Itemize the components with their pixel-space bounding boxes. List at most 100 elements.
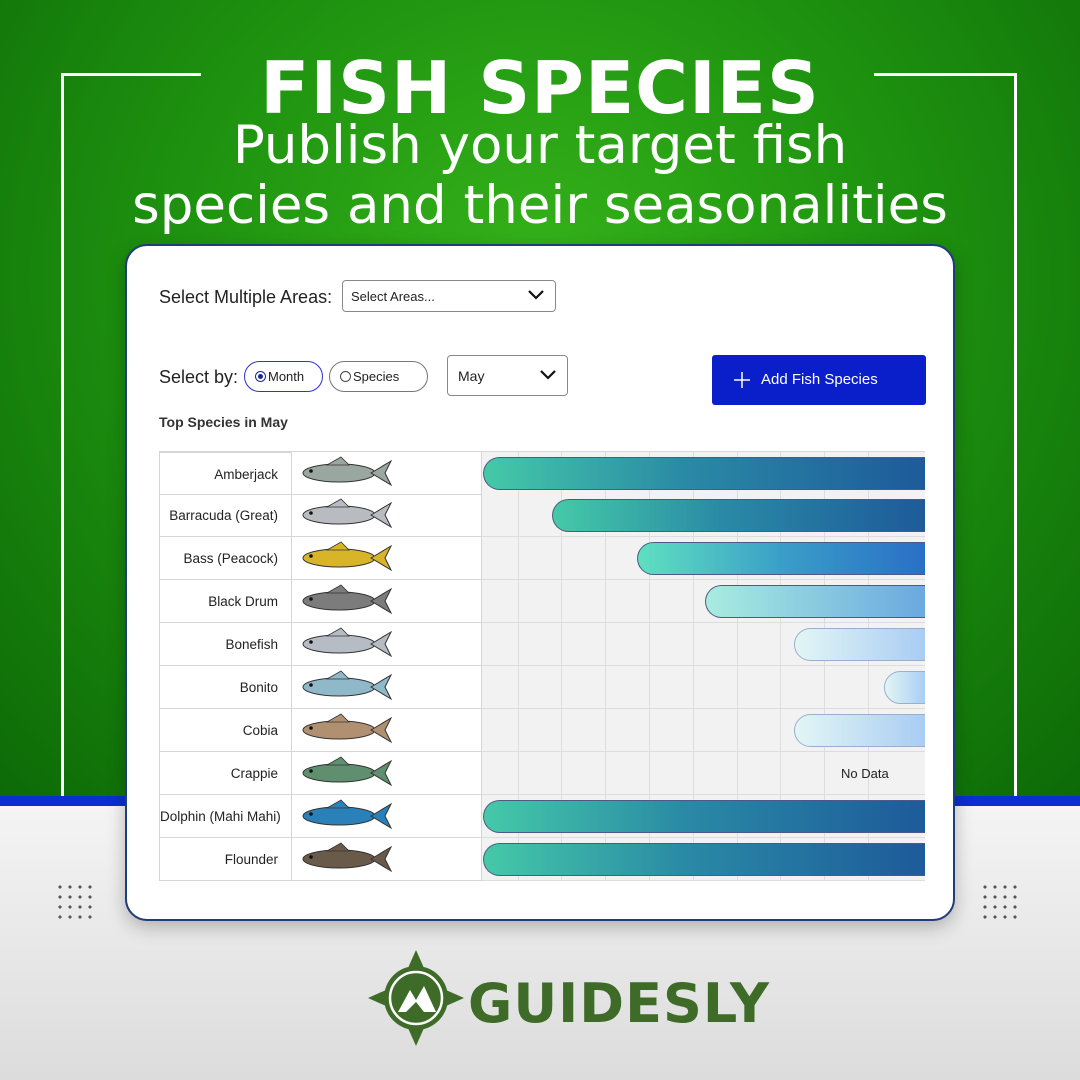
species-name: Bass (Peacock) — [159, 537, 292, 580]
grid-line — [649, 666, 650, 708]
table-row: Flounder — [159, 838, 925, 881]
cobia-fish-icon — [302, 713, 393, 744]
grid-line — [518, 494, 519, 536]
grid-line — [561, 623, 562, 665]
frame-left — [61, 73, 201, 796]
grid-line — [561, 666, 562, 708]
grid-line — [693, 666, 694, 708]
areas-select[interactable]: Select Areas... — [342, 280, 556, 312]
grid-line — [518, 580, 519, 622]
brand-name: GUIDESLY — [468, 972, 770, 1035]
grid-line — [693, 623, 694, 665]
grid-line — [561, 709, 562, 751]
grid-line — [605, 709, 606, 751]
month-radio-option[interactable]: Month — [244, 361, 323, 392]
chevron-down-icon — [540, 370, 556, 380]
grid-line — [561, 537, 562, 579]
season-chart-cell — [482, 537, 925, 580]
species-image-cell — [291, 452, 482, 495]
table-row: Barracuda (Great) — [159, 494, 925, 537]
frame-right — [874, 73, 1017, 796]
season-bar — [637, 542, 925, 575]
add-fish-species-button[interactable]: Add Fish Species — [712, 355, 926, 405]
areas-placeholder: Select Areas... — [351, 289, 435, 304]
season-chart-cell — [482, 666, 925, 709]
season-bar — [794, 628, 925, 661]
crappie-fish-icon — [302, 756, 393, 787]
grid-line — [649, 580, 650, 622]
grid-line — [824, 666, 825, 708]
species-name: Cobia — [159, 709, 292, 752]
black-drum-fish-icon — [302, 584, 393, 615]
month-select[interactable]: May — [447, 355, 568, 396]
species-table: Amberjack Barracuda (Great) Bass (Peacock)… — [159, 451, 925, 882]
subtitle-line-2: species and their seasonalities — [132, 175, 948, 236]
species-option-label: Species — [353, 369, 400, 384]
species-image-cell — [291, 709, 482, 752]
species-name: Flounder — [159, 838, 292, 881]
season-bar — [705, 585, 925, 618]
season-bar — [552, 499, 925, 532]
amberjack-fish-icon — [302, 456, 393, 487]
grid-line — [561, 752, 562, 794]
month-option-label: Month — [268, 369, 305, 384]
grid-line — [518, 623, 519, 665]
season-chart-cell — [482, 838, 925, 881]
grid-line — [605, 623, 606, 665]
grid-line — [868, 666, 869, 708]
areas-label: Select Multiple Areas: — [159, 287, 333, 307]
species-image-cell — [291, 494, 482, 537]
season-bar — [483, 800, 925, 833]
chevron-down-icon — [528, 290, 544, 300]
grid-line — [693, 580, 694, 622]
page-title: FISH SPECIES — [260, 46, 820, 130]
grid-line — [737, 666, 738, 708]
species-name: Dolphin (Mahi Mahi) — [159, 795, 292, 838]
table-row: Bass (Peacock) — [159, 537, 925, 580]
grid-line — [649, 623, 650, 665]
dots-decoration-right — [980, 882, 1020, 922]
species-name: Black Drum — [159, 580, 292, 623]
grid-line — [780, 666, 781, 708]
table-row: Crappie No Data — [159, 752, 925, 795]
grid-line — [649, 709, 650, 751]
select-by-label: Select by: — [159, 367, 239, 387]
season-chart-cell — [482, 795, 925, 838]
grid-line — [824, 752, 825, 794]
bonito-fish-icon — [302, 670, 393, 701]
species-name: Barracuda (Great) — [159, 494, 292, 537]
peacock-bass-fish-icon — [302, 541, 393, 572]
no-data-label: No Data — [841, 766, 889, 781]
species-card: Select Multiple Areas: Select Areas... S… — [125, 244, 955, 921]
season-bar — [794, 714, 925, 747]
season-bar — [884, 671, 925, 704]
table-row: Black Drum — [159, 580, 925, 623]
add-button-label: Add Fish Species — [761, 371, 878, 388]
table-row: Bonito — [159, 666, 925, 709]
grid-line — [737, 709, 738, 751]
species-radio-option[interactable]: Species — [329, 361, 428, 392]
grid-line — [737, 623, 738, 665]
season-chart-cell — [482, 452, 925, 495]
table-heading: Top Species in May — [159, 414, 288, 430]
species-image-cell — [291, 795, 482, 838]
month-select-value: May — [458, 368, 485, 384]
species-image-cell — [291, 838, 482, 881]
mahi-mahi-fish-icon — [302, 799, 393, 830]
grid-line — [693, 709, 694, 751]
species-image-cell — [291, 537, 482, 580]
bonefish-fish-icon — [302, 627, 393, 658]
season-chart-cell — [482, 709, 925, 752]
grid-line — [605, 580, 606, 622]
guidesly-compass-logo — [368, 950, 464, 1046]
grid-line — [518, 666, 519, 708]
table-row: Amberjack — [159, 451, 925, 495]
grid-line — [649, 752, 650, 794]
table-row: Bonefish — [159, 623, 925, 666]
season-chart-cell — [482, 623, 925, 666]
grid-line — [780, 752, 781, 794]
grid-line — [518, 752, 519, 794]
species-name: Bonito — [159, 666, 292, 709]
season-chart-cell — [482, 494, 925, 537]
season-bar — [483, 457, 925, 490]
